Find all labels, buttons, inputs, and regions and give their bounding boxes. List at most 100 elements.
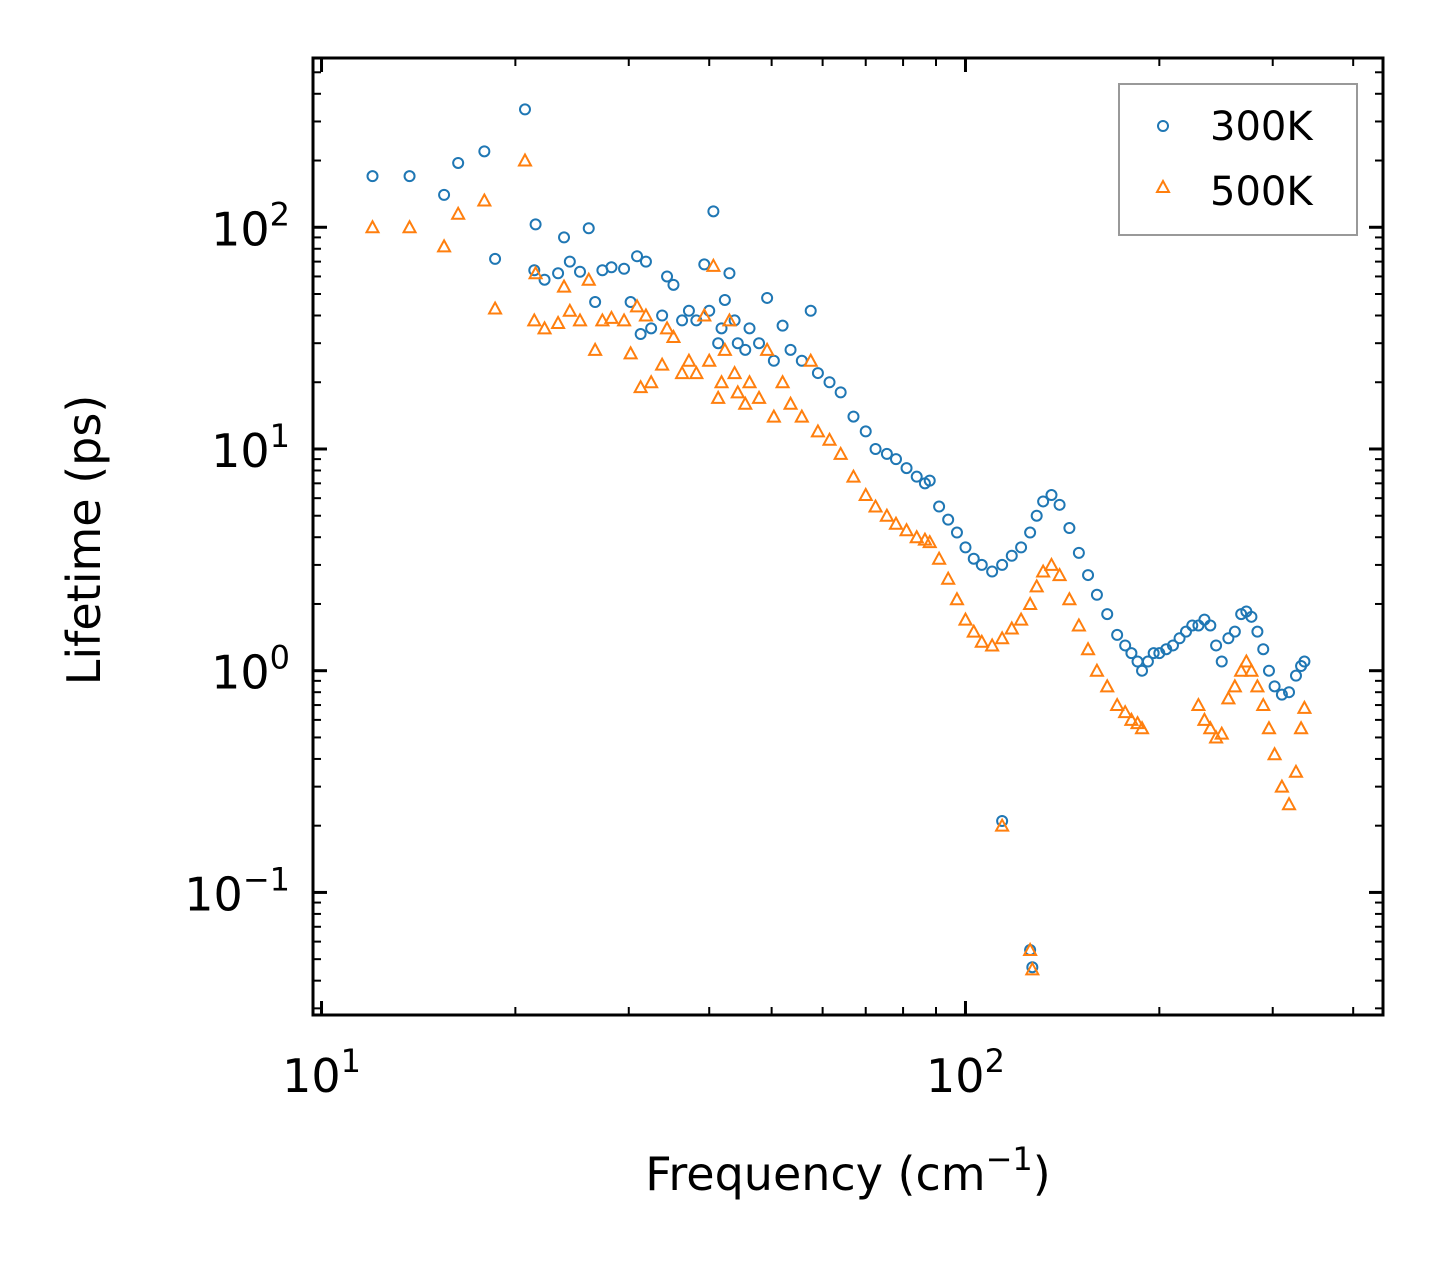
point-300K: [563, 255, 576, 268]
point-300K: [996, 558, 1009, 571]
point-300K: [776, 319, 789, 332]
point-300K: [1204, 619, 1217, 632]
point-300K: [1082, 569, 1095, 582]
point-500K: [527, 265, 544, 280]
point-500K: [1061, 591, 1078, 606]
point-300K: [1136, 664, 1149, 677]
point-500K: [867, 498, 884, 513]
point-300K: [784, 343, 797, 356]
y-axis-title: Lifetime (ps): [57, 395, 111, 686]
point-500K: [622, 345, 639, 360]
point-300K: [1045, 489, 1058, 502]
point-500K: [898, 522, 915, 537]
point-500K: [587, 341, 603, 356]
x-axis-title: Frequency (cm−1): [645, 1140, 1050, 1201]
point-500K: [1099, 678, 1115, 693]
point-300K: [1101, 608, 1114, 621]
x-tick-label: 101: [282, 1042, 361, 1103]
legend: 300K 500K: [1118, 83, 1358, 236]
point-300K: [1298, 655, 1311, 668]
point-300K: [1179, 625, 1192, 638]
point-500K: [665, 328, 682, 343]
point-300K: [731, 337, 744, 350]
point-300K: [1192, 619, 1205, 632]
point-500K: [594, 312, 611, 327]
y-tick-label: 100: [211, 639, 290, 700]
point-500K: [476, 192, 493, 207]
point-300K: [656, 309, 669, 322]
point-300K: [707, 205, 720, 218]
point-300K: [1173, 632, 1186, 645]
point-300K: [1111, 628, 1124, 641]
point-500K: [1134, 720, 1150, 735]
point-500K: [966, 623, 982, 638]
point-500K: [1123, 711, 1140, 726]
point-500K: [1243, 662, 1260, 677]
point-300K: [942, 513, 955, 526]
point-500K: [659, 320, 675, 335]
point-500K: [1004, 620, 1020, 635]
point-300K: [605, 261, 618, 274]
point-300K: [804, 304, 817, 317]
series-500K: [364, 152, 1313, 976]
point-300K: [682, 304, 695, 317]
point-500K: [984, 637, 1000, 652]
point-300K: [1090, 588, 1103, 601]
point-500K: [581, 271, 597, 286]
point-500K: [616, 312, 632, 327]
point-500K: [1080, 641, 1096, 656]
point-300K: [1147, 647, 1160, 660]
point-500K: [1051, 566, 1068, 582]
point-500K: [726, 364, 743, 380]
point-500K: [1208, 729, 1224, 744]
point-500K: [1261, 720, 1277, 735]
point-300K: [1257, 643, 1270, 656]
point-500K: [643, 374, 659, 389]
point-500K: [1022, 941, 1038, 956]
legend-marker-500K: [1155, 178, 1171, 193]
point-500K: [858, 486, 874, 502]
point-300K: [661, 270, 674, 283]
point-300K: [618, 262, 631, 275]
point-300K: [811, 367, 824, 380]
point-300K: [847, 410, 860, 423]
point-500K: [821, 431, 838, 446]
point-500K: [364, 219, 381, 234]
point-300K: [1125, 647, 1138, 660]
point-500K: [629, 298, 645, 313]
point-500K: [696, 307, 712, 322]
point-500K: [957, 611, 974, 626]
point-500K: [562, 302, 578, 317]
point-500K: [751, 389, 767, 404]
point-300K: [698, 258, 711, 271]
point-300K: [950, 526, 963, 539]
point-500K: [1129, 715, 1146, 730]
point-300K: [574, 265, 587, 278]
point-300K: [1053, 498, 1066, 511]
point-500K: [774, 374, 791, 389]
y-tick-label: 101: [211, 417, 290, 478]
point-500K: [1196, 711, 1213, 726]
point-500K: [1220, 690, 1237, 705]
point-500K: [1238, 653, 1255, 668]
point-500K: [550, 314, 566, 330]
point-300K: [1215, 655, 1228, 668]
point-500K: [949, 591, 965, 606]
point-500K: [1274, 778, 1290, 793]
point-500K: [710, 389, 726, 404]
point-300K: [478, 145, 491, 158]
point-300K: [1037, 495, 1050, 508]
point-300K: [1251, 625, 1264, 638]
legend-label-300K: 300K: [1210, 104, 1314, 150]
point-300K: [366, 170, 379, 183]
point-300K: [743, 322, 756, 335]
point-300K: [1222, 632, 1235, 645]
point-300K: [767, 354, 780, 367]
point-500K: [1117, 704, 1133, 719]
point-300K: [996, 814, 1009, 827]
point-500K: [940, 570, 956, 585]
point-500K: [487, 300, 503, 315]
point-500K: [994, 817, 1010, 832]
point-300K: [676, 314, 689, 327]
point-300K: [869, 442, 882, 455]
